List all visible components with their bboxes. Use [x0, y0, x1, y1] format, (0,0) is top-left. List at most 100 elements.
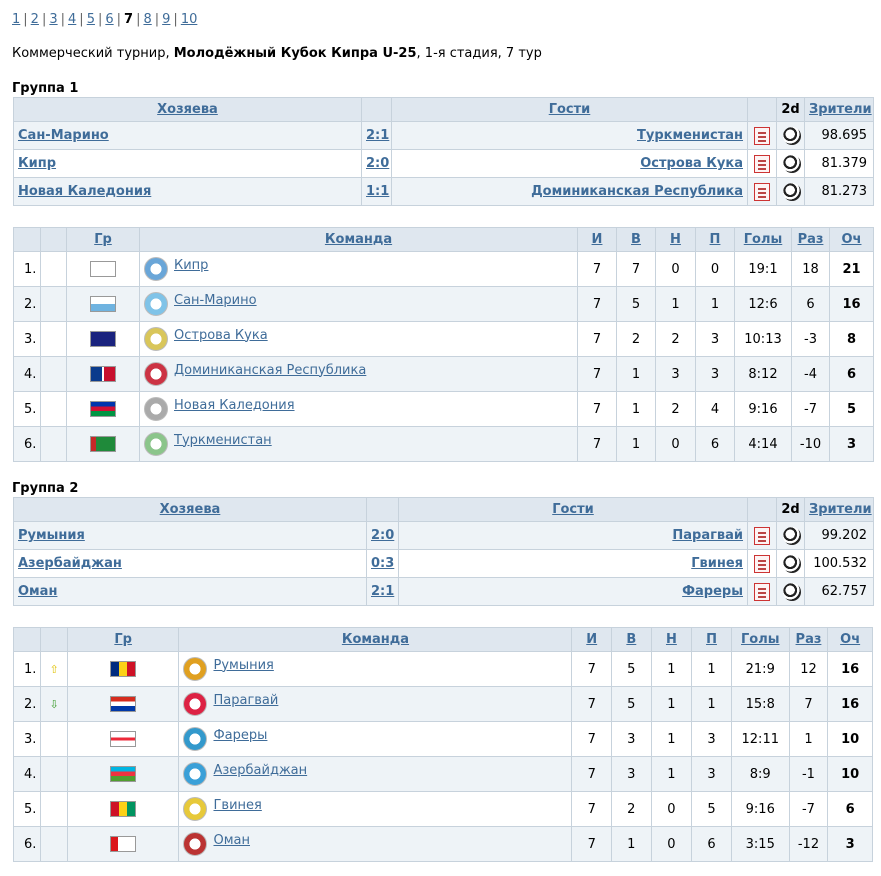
- header-attendance[interactable]: Зрители: [804, 97, 874, 122]
- home-team-link[interactable]: Оман: [18, 584, 58, 599]
- header-points[interactable]: Оч: [829, 227, 874, 252]
- header-lost[interactable]: П: [695, 227, 735, 252]
- won-value: 2: [611, 791, 652, 827]
- team-link[interactable]: Фареры: [213, 727, 268, 743]
- header-played[interactable]: И: [571, 627, 613, 652]
- page-link-1[interactable]: 1: [12, 12, 21, 27]
- team-link[interactable]: Доминиканская Республика: [174, 362, 367, 378]
- team-emblem-icon: [144, 397, 168, 421]
- match-row: Азербайджан 0:3 Гвинея 100.532: [13, 549, 874, 578]
- header-diff[interactable]: Раз: [791, 227, 830, 252]
- away-team-link[interactable]: Гвинея: [691, 556, 743, 571]
- header-2d: 2d: [776, 97, 805, 122]
- header-attendance[interactable]: Зрители: [804, 497, 874, 522]
- away-team-link[interactable]: Парагвай: [672, 528, 743, 543]
- goals-value: 12:11: [730, 721, 790, 757]
- home-team-link[interactable]: Азербайджан: [18, 556, 122, 571]
- header-team[interactable]: Команда: [178, 627, 573, 652]
- header-draw[interactable]: Н: [650, 627, 693, 652]
- match-score-link[interactable]: 1:1: [366, 184, 390, 199]
- home-team-link[interactable]: Румыния: [18, 528, 85, 543]
- page-link-8[interactable]: 8: [143, 12, 152, 27]
- soccer-ball-icon[interactable]: [782, 526, 801, 545]
- match-row: Сан-Марино 2:1 Туркменистан 98.695: [13, 121, 874, 150]
- header-draw[interactable]: Н: [655, 227, 696, 252]
- tournament-description: Коммерческий турнир, Молодёжный Кубок Ки…: [12, 46, 542, 61]
- match-report-icon[interactable]: [754, 526, 770, 545]
- team-link[interactable]: Острова Кука: [174, 327, 268, 343]
- away-team-link[interactable]: Доминиканская Республика: [531, 184, 743, 199]
- played-value: 7: [577, 321, 617, 357]
- move-up-icon: ⇧: [49, 662, 59, 676]
- header-points[interactable]: Оч: [827, 627, 873, 652]
- diff-value: -7: [791, 391, 830, 427]
- team-link[interactable]: Оман: [213, 832, 250, 848]
- home-team-link[interactable]: Новая Каледония: [18, 184, 152, 199]
- goals-value: 10:13: [734, 321, 792, 357]
- tournament-name: Молодёжный Кубок Кипра U-25: [173, 46, 417, 61]
- move-down-icon: ⇩: [49, 697, 59, 711]
- draw-value: 3: [655, 356, 696, 392]
- soccer-ball-icon[interactable]: [782, 182, 801, 201]
- header-away[interactable]: Гости: [398, 497, 748, 522]
- away-team-link[interactable]: Туркменистан: [637, 128, 743, 143]
- match-report-icon[interactable]: [754, 154, 770, 173]
- team-link[interactable]: Азербайджан: [213, 762, 308, 778]
- country-flag-icon: [90, 296, 116, 312]
- page-link-3[interactable]: 3: [49, 12, 58, 27]
- goals-value: 3:15: [730, 826, 790, 862]
- page-link-2[interactable]: 2: [30, 12, 39, 27]
- page-link-10[interactable]: 10: [180, 12, 198, 27]
- match-score-link[interactable]: 2:0: [371, 528, 395, 543]
- match-report-icon[interactable]: [754, 582, 770, 601]
- group-title: Группа 1: [12, 81, 79, 96]
- header-home[interactable]: Хозяева: [13, 497, 367, 522]
- team-link[interactable]: Гвинея: [213, 797, 262, 813]
- header-team[interactable]: Команда: [139, 227, 578, 252]
- team-emblem-icon: [144, 257, 168, 281]
- home-team-link[interactable]: Сан-Марино: [18, 128, 109, 143]
- diff-value: 18: [791, 251, 830, 287]
- header-away[interactable]: Гости: [391, 97, 748, 122]
- header-won[interactable]: В: [616, 227, 656, 252]
- team-link[interactable]: Румыния: [213, 657, 274, 673]
- team-link[interactable]: Кипр: [174, 257, 209, 273]
- header-lost[interactable]: П: [691, 627, 732, 652]
- team-link[interactable]: Сан-Марино: [174, 292, 257, 308]
- header-gr[interactable]: Гр: [66, 227, 140, 252]
- match-score-link[interactable]: 0:3: [371, 556, 395, 571]
- page-link-5[interactable]: 5: [86, 12, 95, 27]
- match-score-link[interactable]: 2:0: [366, 156, 390, 171]
- team-link[interactable]: Парагвай: [213, 692, 279, 708]
- page-link-9[interactable]: 9: [162, 12, 171, 27]
- match-report-icon[interactable]: [754, 126, 770, 145]
- soccer-ball-icon[interactable]: [782, 554, 801, 573]
- away-team-link[interactable]: Острова Кука: [640, 156, 743, 171]
- header-goals[interactable]: Голы: [734, 227, 792, 252]
- team-link[interactable]: Новая Каледония: [174, 397, 295, 413]
- header-played[interactable]: И: [577, 227, 617, 252]
- soccer-ball-icon[interactable]: [782, 582, 801, 601]
- lost-value: 6: [695, 426, 735, 462]
- away-team-link[interactable]: Фареры: [682, 584, 743, 599]
- match-report-icon[interactable]: [754, 554, 770, 573]
- match-score-link[interactable]: 2:1: [366, 128, 390, 143]
- header-home[interactable]: Хозяева: [13, 97, 362, 122]
- header-gr[interactable]: Гр: [66, 627, 180, 652]
- country-flag-icon: [110, 661, 137, 677]
- soccer-ball-icon[interactable]: [782, 154, 801, 173]
- team-link[interactable]: Туркменистан: [174, 432, 272, 448]
- page-link-4[interactable]: 4: [68, 12, 77, 27]
- attendance-value: 81.379: [804, 149, 874, 178]
- home-team-link[interactable]: Кипр: [18, 156, 57, 171]
- soccer-ball-icon[interactable]: [782, 126, 801, 145]
- match-score-link[interactable]: 2:1: [371, 584, 395, 599]
- header-won[interactable]: В: [611, 627, 652, 652]
- standings-row: 3. Фареры 7 3 1 3 12:11 1 10: [12, 721, 873, 757]
- page-link-6[interactable]: 6: [105, 12, 114, 27]
- match-report-icon[interactable]: [754, 182, 770, 201]
- lost-value: 3: [691, 756, 732, 792]
- header-diff[interactable]: Раз: [788, 627, 829, 652]
- header-goals[interactable]: Голы: [730, 627, 790, 652]
- standings-row: 3. Острова Кука 7 2 2 3 10:13 -3 8: [13, 321, 874, 357]
